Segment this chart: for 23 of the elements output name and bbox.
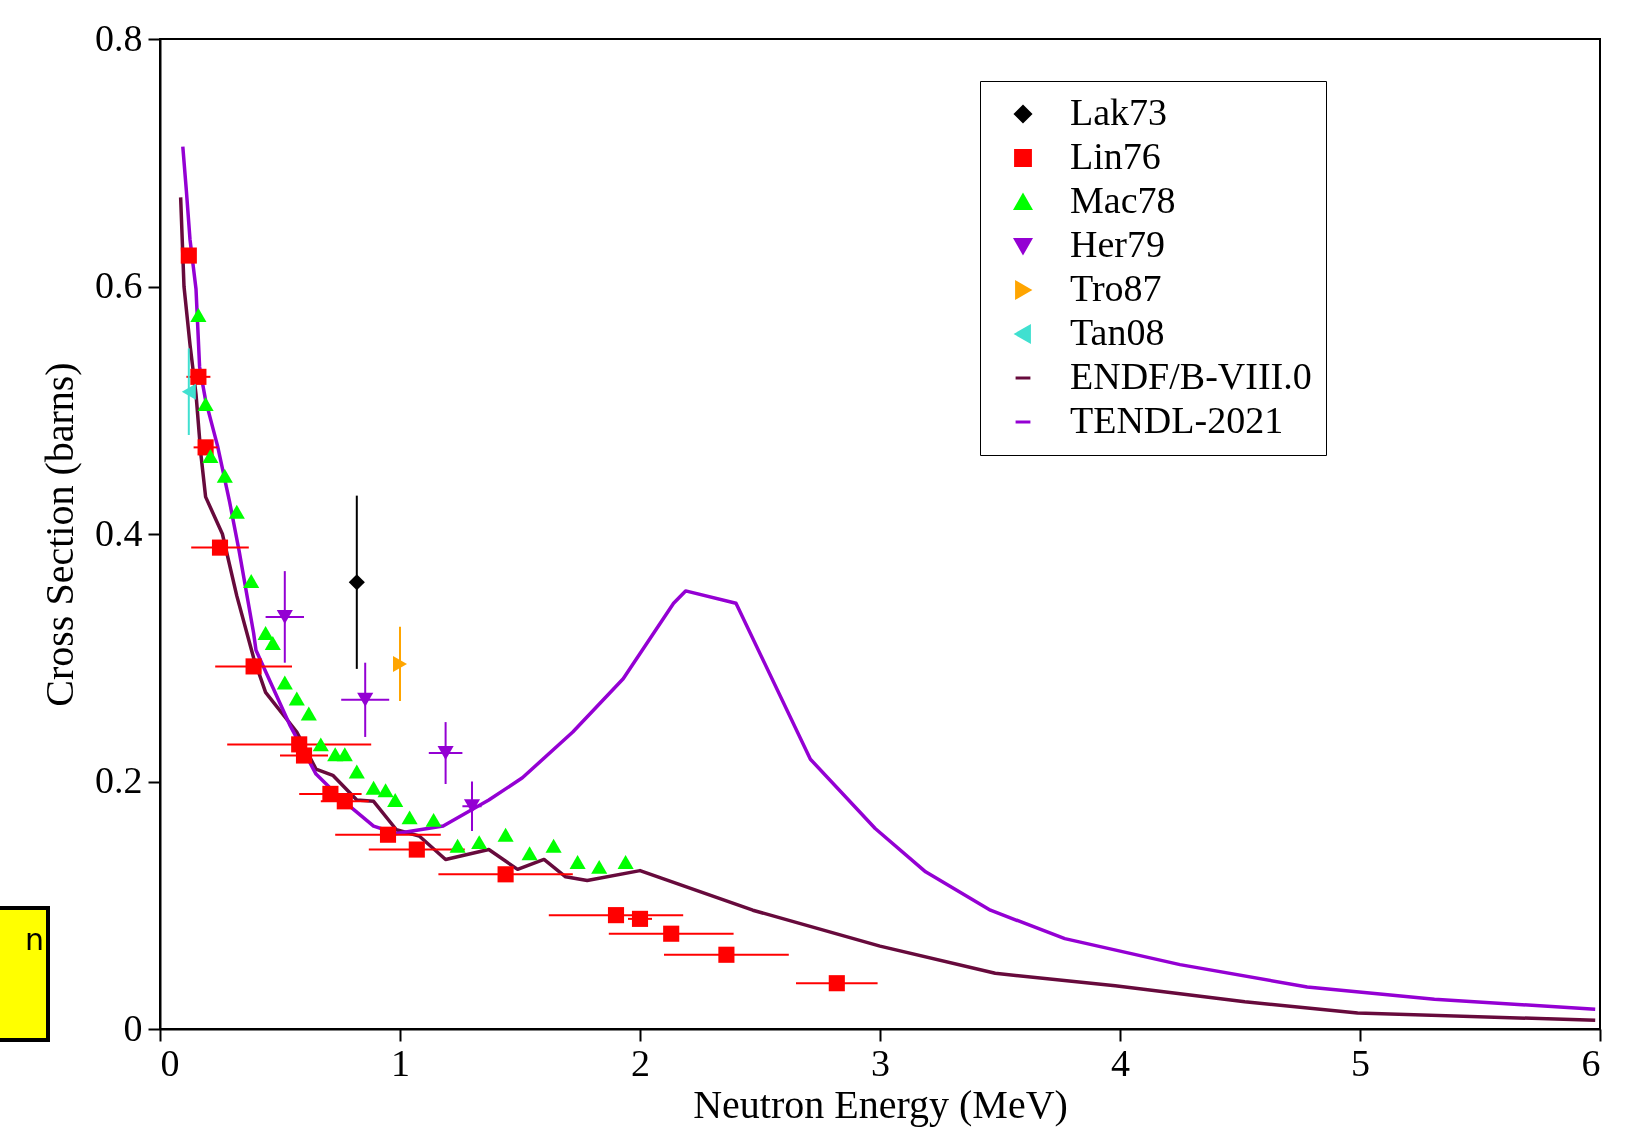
x-axis-title: Neutron Energy (MeV) (693, 1081, 1068, 1127)
x-tick-label: 3 (871, 1041, 890, 1084)
y-tick-label: 0.6 (95, 264, 143, 306)
x-tick-label: 4 (1111, 1041, 1130, 1084)
x-tick-label: 0 (160, 1041, 180, 1084)
y-tick-label: 0.2 (95, 759, 143, 801)
legend-label: Mac78 (1070, 179, 1176, 221)
x-tick-label: 5 (1351, 1041, 1370, 1084)
x-tick-label: 2 (631, 1041, 650, 1084)
text: n (0, 906, 50, 1042)
y-tick-label: 0.8 (95, 16, 143, 59)
y-tick-label: 0.4 (95, 511, 143, 554)
y-axis-title: Cross Section (barns) (37, 362, 82, 707)
legend-label: Her79 (1070, 223, 1165, 265)
legend-label: Tro87 (1070, 267, 1162, 309)
legend-label: Lak73 (1070, 91, 1168, 133)
x-tick-label: 1 (391, 1041, 410, 1084)
legend-label: ENDF/B-VIII.0 (1070, 355, 1312, 397)
legend-label: Tan08 (1070, 311, 1165, 353)
legend-label: TENDL-2021 (1070, 399, 1284, 441)
y-tick-label: 0 (123, 1006, 143, 1049)
x-tick-label: 6 (1581, 1041, 1601, 1084)
legend-label: Lin76 (1070, 135, 1161, 177)
